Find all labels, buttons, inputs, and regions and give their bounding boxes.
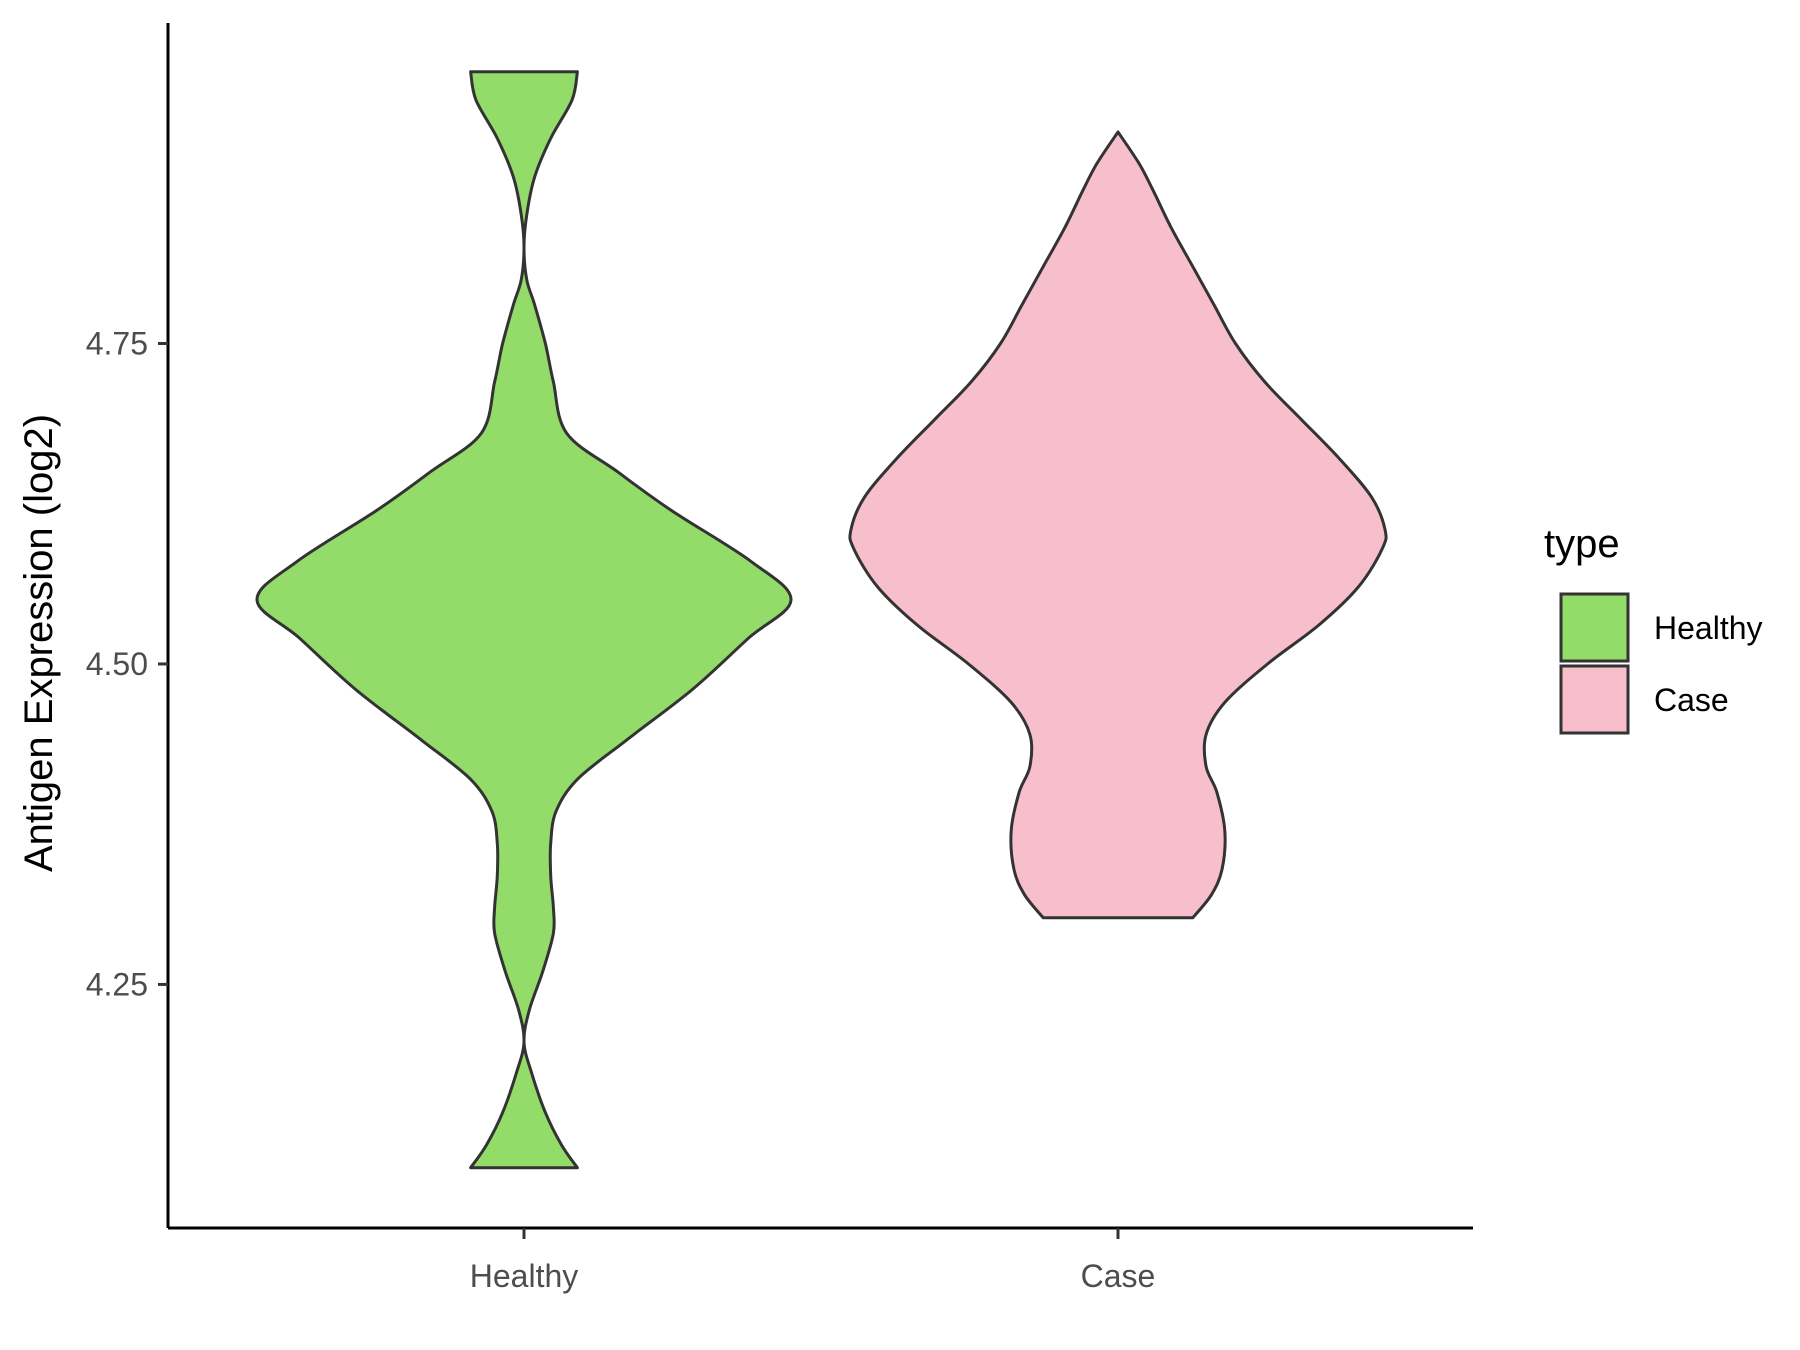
x-tick-label: Healthy (470, 1258, 579, 1294)
legend-title: type (1544, 522, 1620, 566)
violin-layer (255, 70, 1388, 1170)
y-tick-layer: 4.25 4.50 4.75 (86, 325, 168, 1002)
legend-label-case: Case (1654, 682, 1729, 718)
y-tick-label: 4.25 (86, 966, 148, 1002)
legend-label-healthy: Healthy (1654, 610, 1763, 646)
legend-key-healthy (1559, 592, 1630, 663)
x-tick-layer: Healthy Case (470, 1228, 1156, 1294)
y-tick-label: 4.75 (86, 325, 148, 361)
violin-case (848, 130, 1388, 920)
legend: type Healthy Case (1544, 522, 1763, 735)
y-axis-title: Antigen Expression (log2) (17, 414, 61, 872)
violin-healthy (255, 70, 793, 1170)
legend-key-case (1559, 664, 1630, 735)
legend-items: Healthy Case (1559, 592, 1763, 735)
y-tick-label: 4.50 (86, 646, 148, 682)
x-tick-label: Case (1081, 1258, 1156, 1294)
